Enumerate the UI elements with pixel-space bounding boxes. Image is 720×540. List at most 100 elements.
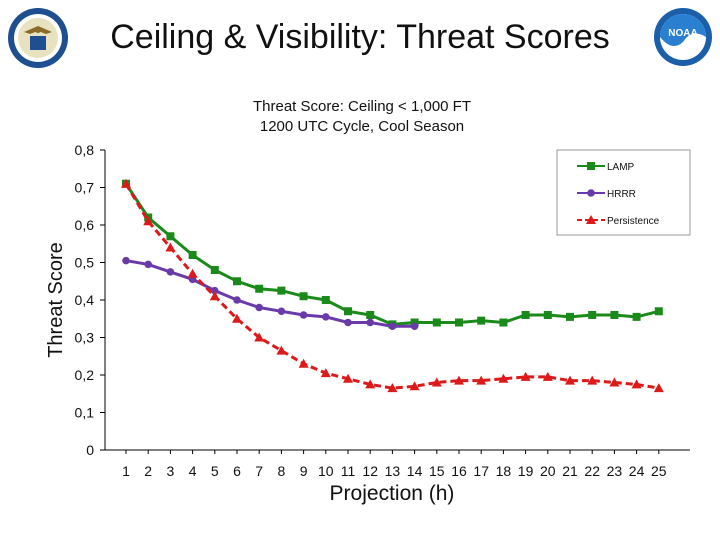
data-point-hrrr [366, 318, 375, 327]
legend: LAMP HRRR Persistence [577, 162, 660, 227]
data-point-persistence [343, 373, 353, 383]
y-tick-label: 0,4 [75, 292, 95, 308]
data-point-lamp [455, 318, 463, 327]
legend-marker-lamp [587, 162, 595, 170]
y-axis-ticks: 0 0,1 0,2 0,3 0,4 0,5 0,6 0,7 0,8 [75, 142, 105, 458]
series-persistence [121, 178, 664, 393]
x-tick-label: 21 [562, 463, 578, 479]
data-point-hrrr [344, 318, 352, 327]
data-point-lamp [166, 232, 175, 241]
legend-marker-hrrr [587, 189, 595, 197]
data-point-lamp [255, 284, 264, 293]
x-tick-label: 3 [167, 463, 175, 479]
data-point-persistence [365, 379, 376, 389]
x-tick-label: 4 [189, 463, 197, 479]
data-point-hrrr [388, 322, 397, 331]
data-point-lamp [210, 266, 219, 274]
x-tick-label: 13 [385, 463, 401, 479]
data-point-persistence [320, 368, 331, 378]
data-point-lamp [610, 311, 619, 319]
data-point-lamp [477, 316, 486, 325]
x-tick-label: 10 [318, 463, 334, 479]
legend-label-persistence: Persistence [607, 216, 660, 227]
data-point-hrrr [233, 296, 241, 304]
x-tick-label: 7 [255, 463, 263, 479]
y-tick-label: 0,2 [75, 367, 95, 383]
data-point-lamp [277, 286, 286, 295]
y-tick-label: 0,5 [75, 255, 95, 271]
data-point-lamp [366, 311, 375, 319]
x-tick-label: 15 [429, 463, 445, 479]
data-point-hrrr [322, 313, 330, 321]
data-point-persistence [476, 375, 487, 385]
data-point-lamp [321, 296, 330, 304]
data-point-persistence [409, 381, 420, 391]
data-point-lamp [543, 311, 552, 319]
x-tick-label: 19 [518, 463, 534, 479]
x-tick-label: 11 [341, 463, 356, 479]
data-point-lamp [521, 311, 530, 319]
data-point-lamp [632, 312, 641, 321]
noaa-logo-text: NOAA [668, 28, 697, 39]
data-point-lamp [499, 318, 508, 327]
department-of-commerce-seal-icon [8, 8, 68, 68]
y-tick-label: 0,8 [75, 142, 95, 158]
x-tick-label: 16 [451, 463, 467, 479]
chart-subtitle: 1200 UTC Cycle, Cool Season [260, 118, 464, 135]
data-point-lamp [299, 292, 308, 301]
data-point-lamp [233, 277, 241, 286]
data-point-persistence [187, 268, 198, 278]
data-point-persistence [387, 383, 398, 393]
data-point-hrrr [122, 256, 130, 265]
series-layer [121, 178, 664, 393]
data-point-persistence [143, 216, 154, 226]
data-point-hrrr [144, 260, 152, 269]
data-point-lamp [344, 307, 352, 316]
x-tick-label: 18 [496, 463, 512, 479]
x-tick-label: 24 [629, 463, 645, 479]
data-point-hrrr [410, 322, 419, 331]
data-point-persistence [298, 358, 309, 368]
data-point-persistence [165, 242, 176, 252]
data-point-persistence [209, 291, 220, 301]
y-tick-label: 0,7 [75, 180, 95, 196]
x-tick-label: 23 [607, 463, 623, 479]
x-axis-ticks: 1 2 3 4 5 6 7 8 9 10 11 12 13 14 15 16 17 18 19 20 21 22 23 24 2… [122, 450, 667, 479]
data-point-lamp [654, 307, 663, 316]
data-point-persistence [276, 345, 287, 355]
data-point-lamp [588, 311, 597, 319]
x-tick-label: 2 [144, 463, 152, 479]
data-point-persistence [454, 375, 464, 385]
x-tick-label: 25 [651, 463, 667, 479]
y-tick-label: 0,1 [75, 405, 95, 421]
x-tick-label: 1 [122, 463, 130, 479]
x-tick-label: 17 [473, 463, 489, 479]
x-axis-label: Projection (h) [330, 482, 455, 505]
y-tick-label: 0,6 [75, 217, 95, 233]
x-tick-label: 20 [540, 463, 556, 479]
data-point-persistence [254, 332, 265, 342]
data-point-persistence [565, 375, 575, 385]
x-tick-label: 5 [211, 463, 219, 479]
data-point-persistence [631, 379, 642, 389]
data-point-hrrr [166, 268, 175, 276]
data-point-persistence [232, 313, 242, 323]
y-tick-label: 0,3 [75, 330, 95, 346]
y-axis-label: Threat Score [45, 242, 67, 358]
legend-marker-persistence [586, 215, 596, 224]
data-point-hrrr [277, 307, 286, 316]
x-tick-label: 6 [233, 463, 241, 479]
x-tick-label: 22 [584, 463, 600, 479]
x-tick-label: 8 [278, 463, 286, 479]
legend-label-hrrr: HRRR [607, 189, 636, 200]
series-hrrr [122, 256, 419, 331]
noaa-logo-icon: NOAA [654, 8, 712, 66]
x-tick-label: 9 [300, 463, 308, 479]
data-point-hrrr [299, 311, 308, 319]
data-point-persistence [542, 371, 553, 381]
data-point-lamp [566, 312, 574, 321]
data-point-lamp [432, 318, 441, 327]
x-tick-label: 12 [362, 463, 378, 479]
data-point-lamp [188, 251, 197, 259]
